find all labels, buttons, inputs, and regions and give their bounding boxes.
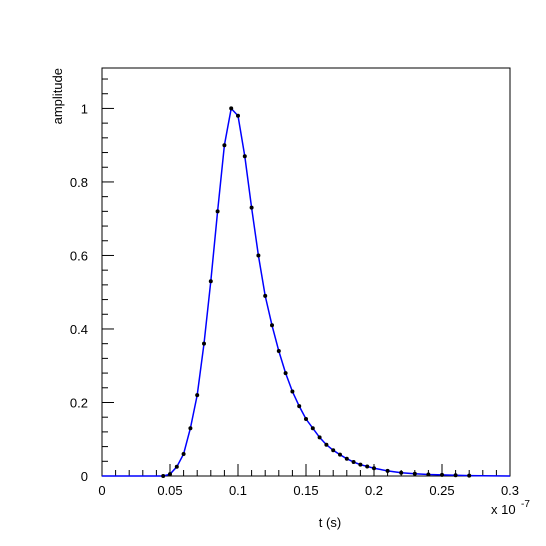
frame	[101, 67, 511, 477]
data-point	[168, 472, 172, 477]
y-tick-label: 0.2	[70, 395, 88, 410]
y-tick-label: 0.6	[70, 248, 88, 263]
data-point	[242, 154, 247, 159]
y-tick-label: 0	[81, 469, 88, 484]
x-tick-label: 0.3	[501, 483, 519, 498]
data-point	[317, 435, 322, 440]
data-point	[215, 209, 220, 214]
data-point	[283, 371, 288, 376]
data-point	[270, 323, 274, 328]
data-point	[181, 451, 186, 456]
data-point	[222, 143, 227, 148]
data-point	[290, 389, 295, 394]
data-point	[202, 341, 206, 346]
data-point	[385, 468, 390, 473]
data-point	[304, 417, 308, 422]
data-point	[324, 442, 329, 447]
y-tick-label: 1	[81, 101, 88, 116]
data-point	[297, 404, 302, 409]
x-tick-label: 0.15	[293, 483, 318, 498]
data-point	[263, 293, 268, 298]
data-point	[236, 113, 240, 118]
data-point	[440, 472, 444, 477]
data-point	[351, 460, 356, 465]
data-point	[249, 205, 254, 210]
data-point	[256, 253, 261, 258]
data-point	[453, 473, 458, 478]
data-point	[358, 462, 363, 467]
y-tick-label: 0.8	[70, 175, 88, 190]
data-point	[426, 472, 431, 477]
data-point	[161, 474, 166, 478]
data-point	[365, 464, 370, 469]
data-point	[310, 426, 315, 431]
x-tick-label: 0.05	[157, 483, 182, 498]
data-point	[399, 470, 404, 475]
data-point	[372, 466, 376, 471]
data-point	[344, 456, 349, 461]
data-point	[195, 393, 200, 398]
x-multiplier: x 10	[491, 502, 516, 517]
data-point	[229, 106, 234, 111]
x-tick-label: 0.2	[365, 483, 383, 498]
x-multiplier-exponent: -7	[521, 499, 530, 510]
x-tick-label: 0	[98, 483, 105, 498]
data-point	[467, 473, 472, 478]
data-point	[276, 349, 281, 354]
data-point	[208, 279, 213, 284]
data-point	[331, 448, 336, 453]
data-point	[188, 426, 193, 431]
data-point	[174, 464, 179, 469]
x-tick-label: 0.1	[229, 483, 247, 498]
data-point	[412, 471, 417, 476]
y-axis-label: amplitude	[50, 68, 65, 124]
x-axis-label: t (s)	[319, 515, 341, 530]
data-point	[338, 452, 342, 457]
y-tick-label: 0.4	[70, 322, 88, 337]
x-tick-label: 0.25	[429, 483, 454, 498]
